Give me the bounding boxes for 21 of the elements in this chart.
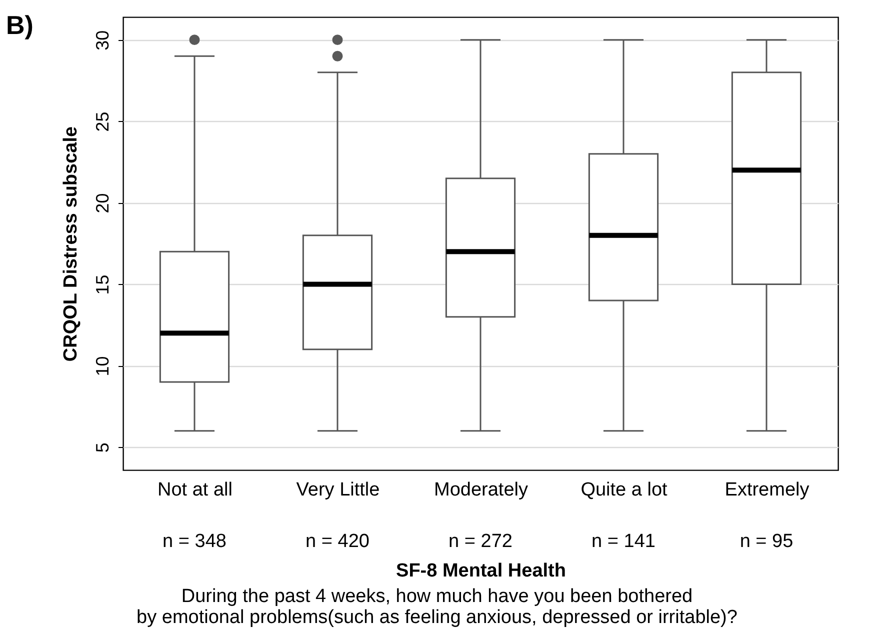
y-axis-title: CRQOL Distress subscale (60, 126, 82, 362)
x-tick-label: Extremely (724, 480, 810, 500)
text: n = 348 (162, 531, 226, 552)
y-tick-label: 15 (92, 274, 112, 295)
text: n = 272 (448, 531, 512, 552)
text: n = 141 (592, 531, 656, 552)
text: During the past 4 weeks, how much have you been bothered (180, 586, 694, 607)
x-tick-label: Moderately (434, 480, 528, 500)
y-tick-label: 20 (92, 193, 112, 214)
y-tick-label: 10 (92, 356, 112, 376)
x-tick-label: Very Little (296, 480, 380, 500)
x-tick-label: Not at all (158, 480, 232, 500)
y-tick-label: 5 (92, 442, 112, 453)
x-tick-label: Quite a lot (580, 480, 668, 500)
y-tick-label: 25 (92, 112, 112, 132)
text: n = 95 (740, 531, 794, 552)
text: by emotional problems(such as feeling anxious, depressed or irritable)? (136, 607, 738, 628)
text: n = 420 (306, 531, 370, 552)
chart-title: B) (6, 10, 34, 41)
y-tick-label: 30 (92, 30, 112, 50)
x-axis-title: SF-8 Mental Health (396, 560, 566, 582)
